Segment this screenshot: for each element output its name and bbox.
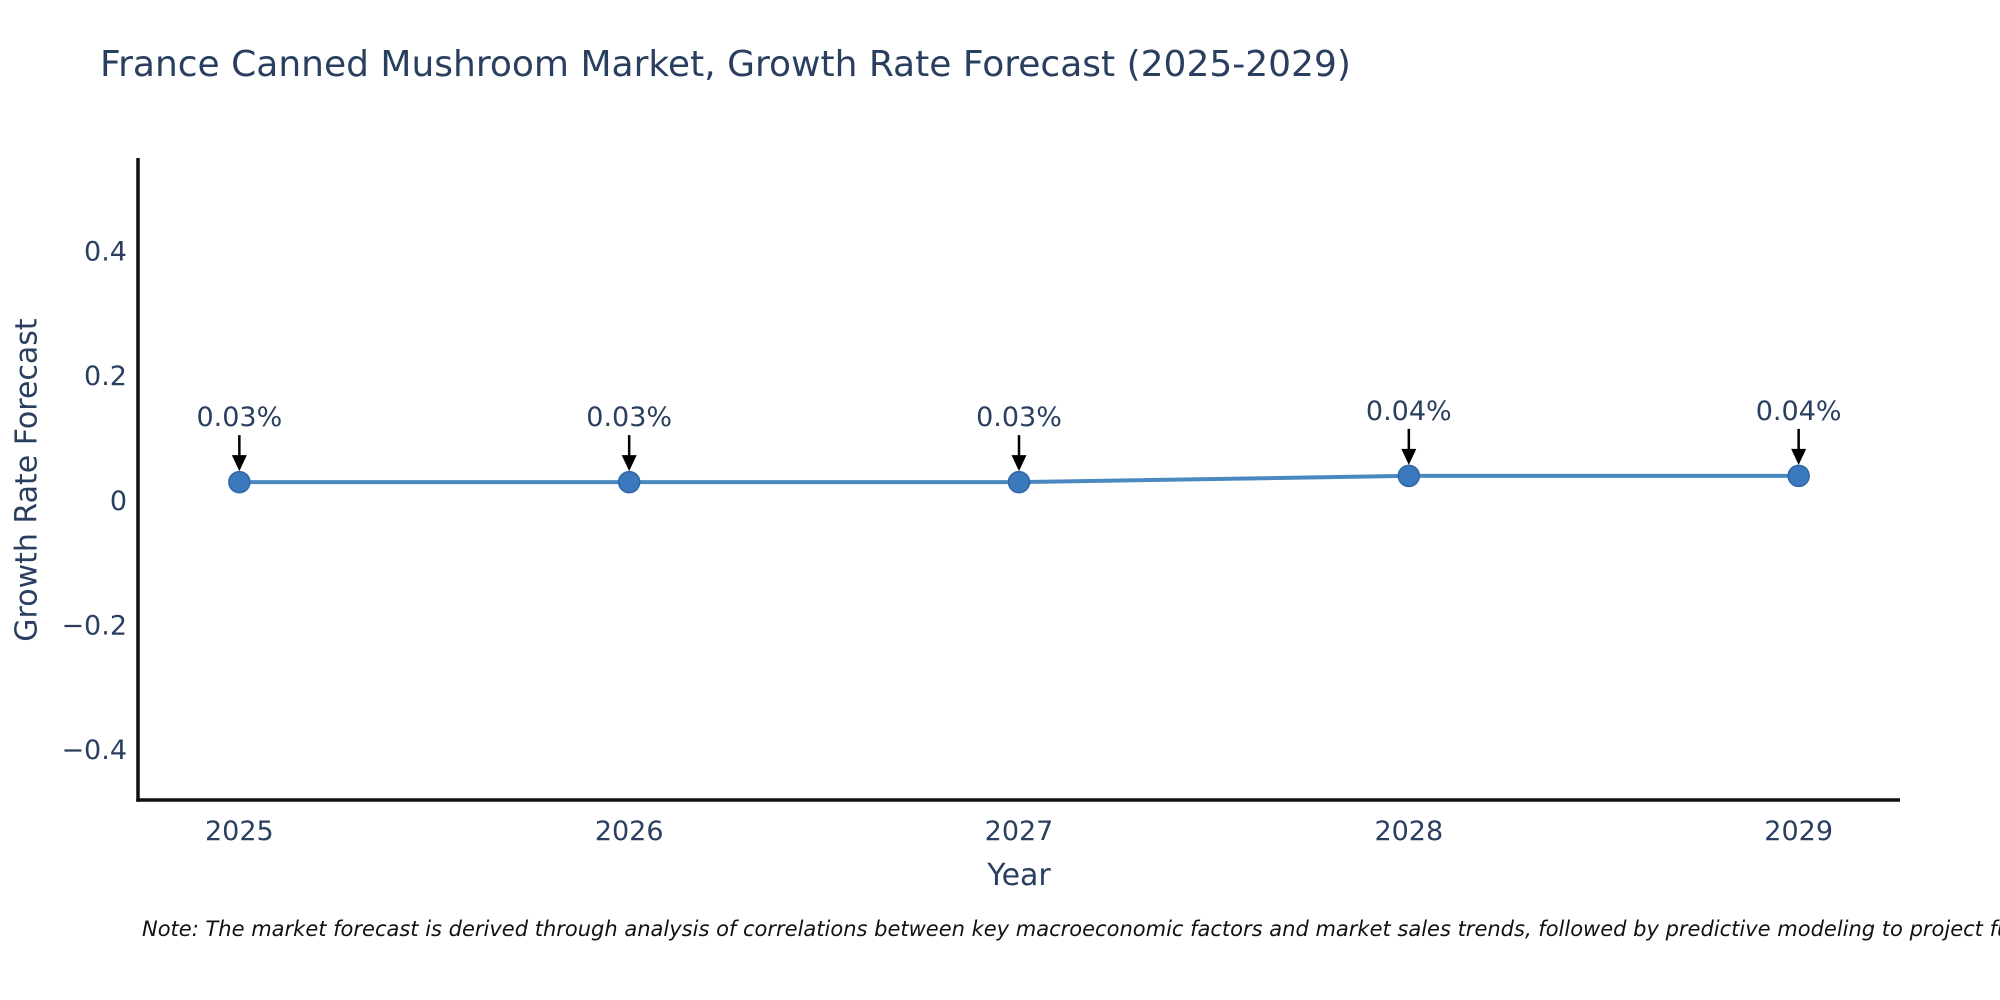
x-axis-title: Year <box>987 858 1051 893</box>
x-tick-label: 2027 <box>985 816 1054 847</box>
annotation-arrowhead <box>621 455 637 472</box>
data-point-marker <box>617 470 641 494</box>
data-point-marker <box>1397 464 1421 488</box>
x-tick-label: 2026 <box>595 816 664 847</box>
annotation-label: 0.03% <box>976 402 1062 433</box>
y-tick-label: −0.4 <box>61 735 127 766</box>
chart-title: France Canned Mushroom Market, Growth Ra… <box>100 44 1351 85</box>
annotation-label: 0.04% <box>1756 396 1842 427</box>
annotation-arrowhead <box>1401 448 1417 465</box>
annotation-label: 0.04% <box>1366 396 1452 427</box>
footnote: Note: The market forecast is derived thr… <box>142 917 2000 941</box>
annotation-arrowhead <box>1791 448 1807 465</box>
y-tick-label: 0.2 <box>84 361 127 392</box>
data-point-marker <box>1787 464 1810 488</box>
y-tick-label: 0 <box>110 486 127 517</box>
x-tick-label: 2028 <box>1374 816 1443 847</box>
x-tick-label: 2029 <box>1764 816 1833 847</box>
annotation-label: 0.03% <box>586 402 672 433</box>
x-tick-label: 2025 <box>205 816 274 847</box>
annotation-arrowhead <box>1011 455 1027 472</box>
annotation-arrowhead <box>231 455 247 472</box>
y-tick-label: −0.2 <box>61 610 127 641</box>
y-tick-label: 0.4 <box>84 236 127 267</box>
data-point-marker <box>1007 470 1031 494</box>
data-point-marker <box>228 470 251 494</box>
annotation-label: 0.03% <box>196 402 282 433</box>
